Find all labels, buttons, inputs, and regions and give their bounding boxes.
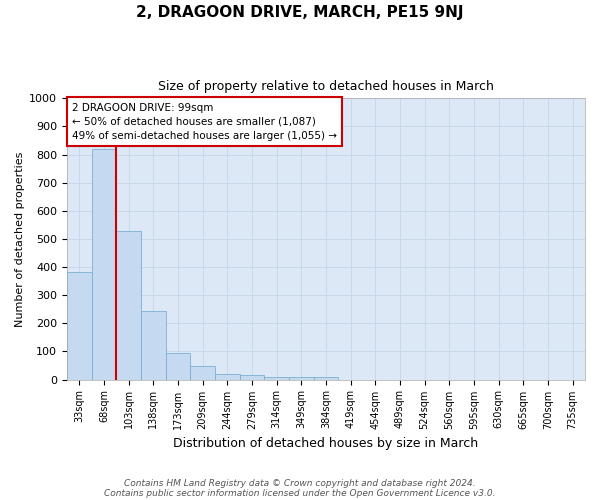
Bar [141, 311, 166, 380]
Bar [166, 353, 190, 380]
Text: 2, DRAGOON DRIVE, MARCH, PE15 9NJ: 2, DRAGOON DRIVE, MARCH, PE15 9NJ [136, 5, 464, 20]
Bar [289, 378, 314, 380]
Bar [190, 366, 215, 380]
X-axis label: Distribution of detached houses by size in March: Distribution of detached houses by size … [173, 437, 479, 450]
Title: Size of property relative to detached houses in March: Size of property relative to detached ho… [158, 80, 494, 93]
Text: Contains HM Land Registry data © Crown copyright and database right 2024.
Contai: Contains HM Land Registry data © Crown c… [104, 479, 496, 498]
Bar [239, 376, 264, 380]
Bar [92, 149, 116, 380]
Bar [314, 378, 338, 380]
Bar [67, 272, 92, 380]
Text: 2 DRAGOON DRIVE: 99sqm
← 50% of detached houses are smaller (1,087)
49% of semi-: 2 DRAGOON DRIVE: 99sqm ← 50% of detached… [72, 102, 337, 141]
Bar [264, 377, 289, 380]
Bar [215, 374, 239, 380]
Y-axis label: Number of detached properties: Number of detached properties [15, 152, 25, 326]
Bar [116, 230, 141, 380]
